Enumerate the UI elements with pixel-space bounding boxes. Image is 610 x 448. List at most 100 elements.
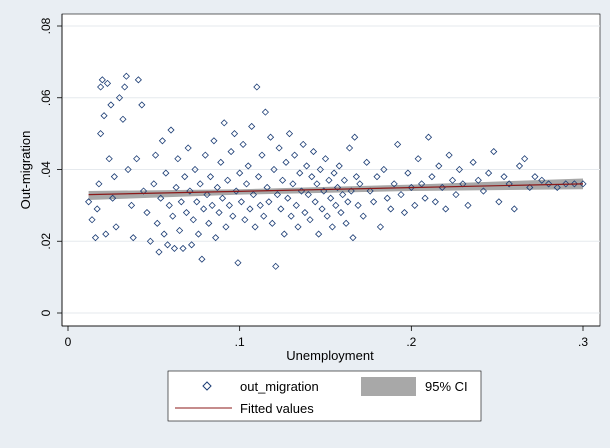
scatter-point xyxy=(93,205,101,213)
scatter-point xyxy=(474,176,482,184)
scatter-point xyxy=(435,162,443,170)
scatter-point xyxy=(337,208,345,217)
scatter-point xyxy=(191,165,199,174)
scatter-point xyxy=(91,234,100,242)
x-tick-label: .1 xyxy=(235,335,245,349)
y-axis-label: Out-migration xyxy=(18,131,33,210)
scatter-point xyxy=(213,183,221,192)
scatter-point xyxy=(570,180,578,188)
scatter-point xyxy=(115,94,124,102)
scatter-point xyxy=(167,126,175,134)
scatter-point xyxy=(188,241,196,249)
fitted-line xyxy=(88,183,584,196)
scatter-point xyxy=(225,201,233,209)
scatter-point xyxy=(332,201,340,209)
scatter-point xyxy=(287,212,295,220)
scatter-point xyxy=(95,180,103,188)
scatter-point xyxy=(407,183,415,192)
scatter-point xyxy=(431,198,439,206)
y-tick-label: .04 xyxy=(39,161,53,178)
scatter-point xyxy=(316,165,324,174)
scatter-point xyxy=(359,212,367,220)
scatter-point xyxy=(105,155,113,163)
scatter-point xyxy=(143,208,151,217)
scatter-point xyxy=(119,115,127,123)
scatter-point xyxy=(315,230,323,238)
scatter-point xyxy=(452,191,460,199)
scatter-point xyxy=(97,83,105,91)
scatter-point xyxy=(224,176,232,184)
scatter-point xyxy=(366,187,374,195)
scatter-point xyxy=(220,119,228,127)
scatter-point xyxy=(210,137,218,145)
scatter-point xyxy=(208,201,216,209)
scatter-point xyxy=(296,169,304,177)
scatter-point xyxy=(177,198,185,206)
scatter-point xyxy=(545,180,553,188)
scatter-point xyxy=(376,223,384,231)
scatter-point xyxy=(251,223,259,231)
scatter-point xyxy=(85,198,93,206)
scatter-point xyxy=(273,191,281,199)
scatter-point xyxy=(237,198,245,206)
scatter-point xyxy=(327,194,335,202)
scatter-point xyxy=(170,244,178,252)
scatter-point xyxy=(258,151,266,159)
scatter-point xyxy=(344,198,352,206)
scatter-point xyxy=(333,183,342,192)
scatter-point xyxy=(107,101,115,109)
scatter-point xyxy=(479,187,487,195)
legend-diamond-icon xyxy=(202,381,212,391)
scatter-point xyxy=(189,216,197,224)
legend-ci-swatch xyxy=(361,377,416,396)
scatter-point xyxy=(129,234,137,242)
scatter-point xyxy=(127,201,136,209)
scatter-point xyxy=(301,208,309,217)
scatter-point xyxy=(181,173,189,181)
scatter-point xyxy=(110,173,118,181)
scatter-point xyxy=(387,205,395,213)
scatter-point xyxy=(158,137,166,145)
scatter-point xyxy=(469,158,477,166)
scatter-point xyxy=(122,72,130,80)
scatter-point xyxy=(260,212,268,220)
scatter-point xyxy=(445,151,453,159)
scatter-point xyxy=(109,194,117,202)
scatter-point xyxy=(172,183,180,192)
scatter-point xyxy=(352,173,360,181)
scatter-point xyxy=(448,176,457,184)
scatter-point xyxy=(538,176,546,184)
scatter-point xyxy=(239,140,247,148)
scatter-point xyxy=(335,162,343,170)
scatter-point xyxy=(345,144,354,152)
scatter-point xyxy=(146,237,154,245)
scatter-point xyxy=(280,230,288,238)
scatter-point xyxy=(313,180,321,188)
scatter-point xyxy=(531,173,539,181)
scatter-point xyxy=(157,194,165,202)
scatter-point xyxy=(103,79,112,87)
scatter-point xyxy=(421,194,429,202)
scatter-point xyxy=(579,180,587,188)
x-axis-ticks: 0 .1 .2 .3 xyxy=(65,326,588,349)
scatter-point xyxy=(370,198,378,206)
scatter-point xyxy=(339,191,347,199)
scatter-point xyxy=(340,176,348,184)
scatter-point xyxy=(404,169,412,177)
scatter-point xyxy=(97,130,105,138)
x-tick-label: .3 xyxy=(578,335,588,349)
scatter-point xyxy=(212,234,220,242)
scatter-point xyxy=(282,158,290,166)
scatter-point xyxy=(285,130,294,138)
scatter-point xyxy=(424,133,433,141)
scatter-point xyxy=(248,122,256,131)
scatter-point xyxy=(277,205,285,213)
scatter-point xyxy=(356,180,364,188)
x-tick-label: 0 xyxy=(65,335,72,349)
scatter-point xyxy=(267,133,275,141)
scatter-point xyxy=(275,144,283,152)
scatter-point xyxy=(380,165,388,174)
scatter-point xyxy=(411,201,419,209)
scatter-point xyxy=(311,198,319,206)
scatter-point xyxy=(232,187,240,195)
